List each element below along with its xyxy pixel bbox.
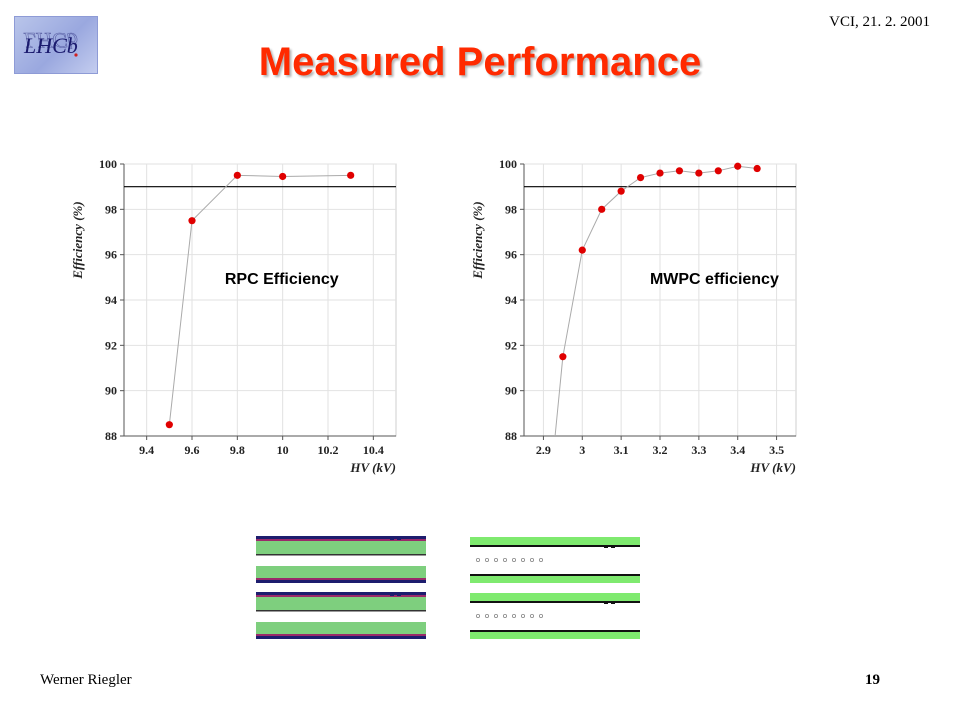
rpc-x-tick-label: 9.4 bbox=[139, 443, 154, 457]
mwpc-y-tick-label: 96 bbox=[505, 248, 517, 262]
rpc-module-bottom bbox=[256, 592, 426, 639]
rpc-y-tick-label: 92 bbox=[105, 338, 117, 352]
mwpc-x-tick-label: 3.3 bbox=[691, 443, 706, 457]
rpc-data-point bbox=[165, 421, 173, 429]
mwpc-y-axis-label: Efficiency (%) bbox=[470, 201, 485, 279]
rpc-x-tick-label: 9.8 bbox=[230, 443, 245, 457]
rpc-y-tick-label: 90 bbox=[105, 384, 117, 398]
mwpc-y-tick-label: 90 bbox=[505, 384, 517, 398]
mwpc-module-bottom bbox=[470, 593, 640, 639]
rpc-efficiency-chart: 9.4 9.6 9.8 10 10.2 10.4 88 90 92 94 96 98 100 HV (kV… bbox=[62, 148, 402, 488]
mwpc-data-point bbox=[714, 167, 722, 175]
mwpc-x-axis-label: HV (kV) bbox=[749, 460, 796, 475]
mwpc-data-point bbox=[559, 353, 567, 361]
mwpc-y-tick-label: 94 bbox=[505, 293, 517, 307]
mwpc-data-point bbox=[636, 174, 645, 182]
author-name: Werner Riegler bbox=[40, 672, 132, 688]
rpc-y-axis-label: Efficiency (%) bbox=[70, 201, 85, 279]
rpc-chart-label: RPC Efficiency bbox=[225, 271, 339, 288]
rpc-y-tick-label: 100 bbox=[99, 157, 117, 171]
mwpc-x-tick-label: 3.1 bbox=[614, 443, 629, 457]
logo-mirror-text: LHCb bbox=[23, 28, 78, 53]
mwpc-y-tick-label: 98 bbox=[505, 202, 517, 216]
mwpc-y-tick-label: 88 bbox=[505, 429, 517, 443]
rpc-data-point bbox=[279, 172, 287, 181]
rpc-x-tick-label: 10.2 bbox=[318, 443, 339, 457]
rpc-y-tick-label: 98 bbox=[105, 202, 117, 216]
rpc-schematic bbox=[256, 536, 428, 640]
rpc-data-point bbox=[347, 171, 355, 179]
mwpc-data-point bbox=[617, 187, 625, 195]
rpc-module-top bbox=[256, 536, 426, 583]
mwpc-module-top bbox=[470, 537, 640, 583]
rpc-x-axis-label: HV (kV) bbox=[349, 460, 396, 475]
rpc-y-tick-label: 96 bbox=[105, 248, 117, 262]
mwpc-x-tick-label: 3 bbox=[579, 443, 585, 457]
mwpc-data-point bbox=[578, 246, 586, 254]
mwpc-x-tick-label: 3.2 bbox=[653, 443, 668, 457]
page-title: Measured Performance bbox=[258, 40, 702, 84]
mwpc-y-tick-label: 92 bbox=[505, 338, 517, 352]
rpc-data-point bbox=[188, 217, 196, 225]
mwpc-x-tick-label: 2.9 bbox=[536, 443, 551, 457]
mwpc-schematic bbox=[470, 536, 642, 640]
mwpc-chart-label: MWPC efficiency bbox=[650, 271, 779, 288]
mwpc-x-tick-label: 3.4 bbox=[730, 443, 745, 457]
logo-text: LHCb bbox=[23, 33, 78, 58]
mwpc-data-point bbox=[734, 162, 742, 170]
rpc-x-tick-label: 10 bbox=[277, 443, 289, 457]
mwpc-data-point bbox=[598, 205, 606, 213]
page-number: 19 bbox=[865, 672, 880, 688]
mwpc-y-tick-label: 100 bbox=[499, 157, 517, 171]
rpc-y-tick-label: 88 bbox=[105, 429, 117, 443]
lhcb-logo: LHCb LHCb bbox=[14, 16, 98, 74]
mwpc-data-point bbox=[656, 169, 664, 177]
mwpc-data-point bbox=[675, 167, 684, 175]
mwpc-data-point bbox=[695, 169, 703, 177]
mwpc-x-tick-label: 3.5 bbox=[769, 443, 784, 457]
mwpc-efficiency-chart: 2.9 3 3.1 3.2 3.3 3.4 3.5 88 90 92 94 96 98 100 HV (kV… bbox=[462, 148, 802, 488]
rpc-y-tick-label: 94 bbox=[105, 293, 117, 307]
rpc-x-tick-label: 9.6 bbox=[185, 443, 200, 457]
meeting-label: VCI, 21. 2. 2001 bbox=[829, 14, 930, 30]
mwpc-data-point bbox=[753, 164, 761, 173]
rpc-x-tick-label: 10.4 bbox=[363, 443, 384, 457]
rpc-data-point bbox=[233, 171, 241, 179]
